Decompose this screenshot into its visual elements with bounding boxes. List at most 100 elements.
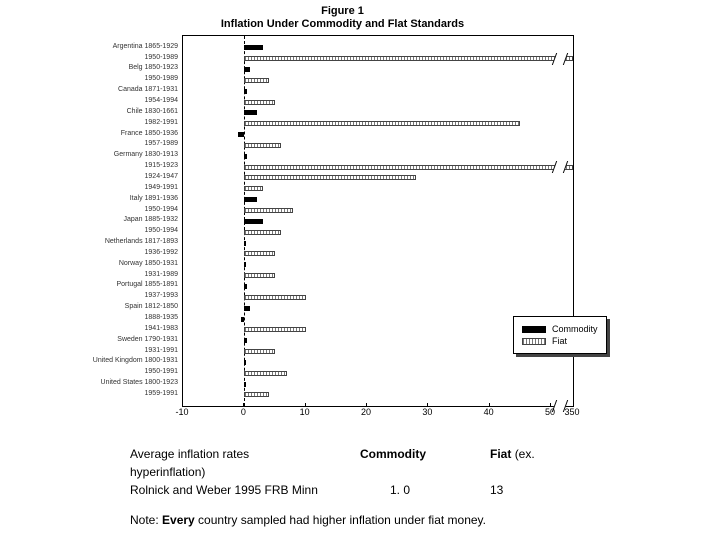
y-label: 1931-1991 [90,347,178,354]
bar-commodity [244,382,245,387]
y-label: 1937-1993 [90,292,178,299]
bar-commodity [244,338,247,343]
x-tick-label: 20 [361,407,371,417]
bar-commodity [244,45,262,50]
bar-commodity [244,360,246,365]
y-label: France 1850-1936 [90,130,178,137]
figure-title: Inflation Under Commodity and Flat Stand… [90,18,595,31]
y-label: 1957-1989 [90,140,178,147]
bar-fiat [244,273,275,278]
caption-row-values: Rolnick and Weber 1995 FRB Minn 1. 0 13 [130,481,610,499]
bar-fiat [244,121,520,126]
x-tick-label: 40 [484,407,494,417]
legend: Commodity Fiat [513,316,607,354]
bar-fiat [244,349,275,354]
y-label: Spain 1812-1850 [90,303,178,310]
figure-container: Figure 1 Inflation Under Commodity and F… [90,5,595,435]
caption-col-commodity: Commodity [360,445,490,463]
bar-commodity [241,317,244,322]
x-axis-ticks: -1001020304050350 [182,407,572,427]
bar-fiat [244,175,416,180]
legend-label: Commodity [552,324,598,334]
bar-fiat [244,208,293,213]
y-label: United States 1800-1923 [90,379,178,386]
y-axis-labels: Argentina 1865-1929 1950-1989 Belg 1850-19… [90,35,180,405]
bar-commodity [244,154,247,159]
y-label: Italy 1891-1936 [90,195,178,202]
y-label: Germany 1830-1913 [90,151,178,158]
y-label: Japan 1885-1932 [90,216,178,223]
legend-item: Fiat [522,336,598,346]
bar-fiat [244,371,287,376]
y-label: Belg 1850-1923 [90,64,178,71]
y-label: 1954-1994 [90,97,178,104]
y-label: Argentina 1865-1929 [90,43,178,50]
caption-col-fiat: Fiat (ex. [490,445,570,463]
y-label: 1950-1989 [90,54,178,61]
bar-fiat [244,165,573,170]
caption-row-headers: Average inflation rates Commodity Fiat (… [130,445,610,463]
figure-number: Figure 1 [90,5,595,18]
caption-block: Average inflation rates Commodity Fiat (… [130,445,610,529]
y-label: 1950-1989 [90,75,178,82]
caption-label: Average inflation rates [130,445,360,463]
bar-commodity [238,132,244,137]
caption-val-fiat: 13 [490,481,550,499]
bar-fiat [244,56,573,61]
bar-commodity [244,110,256,115]
y-label: Sweden 1790-1931 [90,336,178,343]
caption-source: Rolnick and Weber 1995 FRB Minn [130,481,390,499]
page: Figure 1 Inflation Under Commodity and F… [0,0,720,540]
y-label: 1950-1994 [90,227,178,234]
plot-area: CommodityFiat [182,35,574,407]
bar-fiat [244,295,305,300]
y-label: 1936-1992 [90,249,178,256]
bar-break-icon [552,53,568,65]
bar-fiat [244,100,275,105]
y-label: Canada 1871-1931 [90,86,178,93]
y-label: Netherlands 1817-1893 [90,238,178,245]
bar-fiat [244,143,281,148]
y-label: Portugal 1855-1891 [90,281,178,288]
x-tick-label: -10 [175,407,188,417]
legend-swatch [522,326,546,333]
x-tick-label-break: 350 [564,407,579,417]
legend-swatch [522,338,546,345]
bar-commodity [244,306,250,311]
caption-val-commodity: 1. 0 [390,481,490,499]
y-label: Chile 1830-1661 [90,108,178,115]
figure-header: Figure 1 Inflation Under Commodity and F… [90,5,595,31]
bar-commodity [244,219,262,224]
bar-fiat [244,327,305,332]
y-label: 1949-1991 [90,184,178,191]
bar-fiat [244,78,269,83]
bar-fiat [244,392,269,397]
y-label: 1888-1935 [90,314,178,321]
plot-wrap: Argentina 1865-1929 1950-1989 Belg 1850-19… [90,35,595,435]
y-label: 1982-1991 [90,119,178,126]
y-label: 1941-1983 [90,325,178,332]
bar-fiat [244,186,262,191]
bar-commodity [244,67,250,72]
bar-commodity [244,89,247,94]
y-label: 1924-1947 [90,173,178,180]
bar-fiat [244,251,275,256]
bar-commodity [244,197,256,202]
x-tick-label: 50 [545,407,555,417]
caption-line2: hyperinflation) [130,463,610,481]
bar-commodity [244,284,247,289]
bar-commodity [244,241,245,246]
legend-item: Commodity [522,324,598,334]
legend-label: Fiat [552,336,567,346]
caption-note: Note: Every country sampled had higher i… [130,511,610,529]
x-tick-label: 0 [241,407,246,417]
y-label: Norway 1850-1931 [90,260,178,267]
x-tick-label: 30 [422,407,432,417]
y-label: 1950-1991 [90,368,178,375]
bar-commodity [244,262,246,267]
bar-break-icon [552,161,568,173]
y-label: 1915-1923 [90,162,178,169]
y-label: 1959-1991 [90,390,178,397]
bar-fiat [244,230,281,235]
y-label: 1950-1994 [90,206,178,213]
